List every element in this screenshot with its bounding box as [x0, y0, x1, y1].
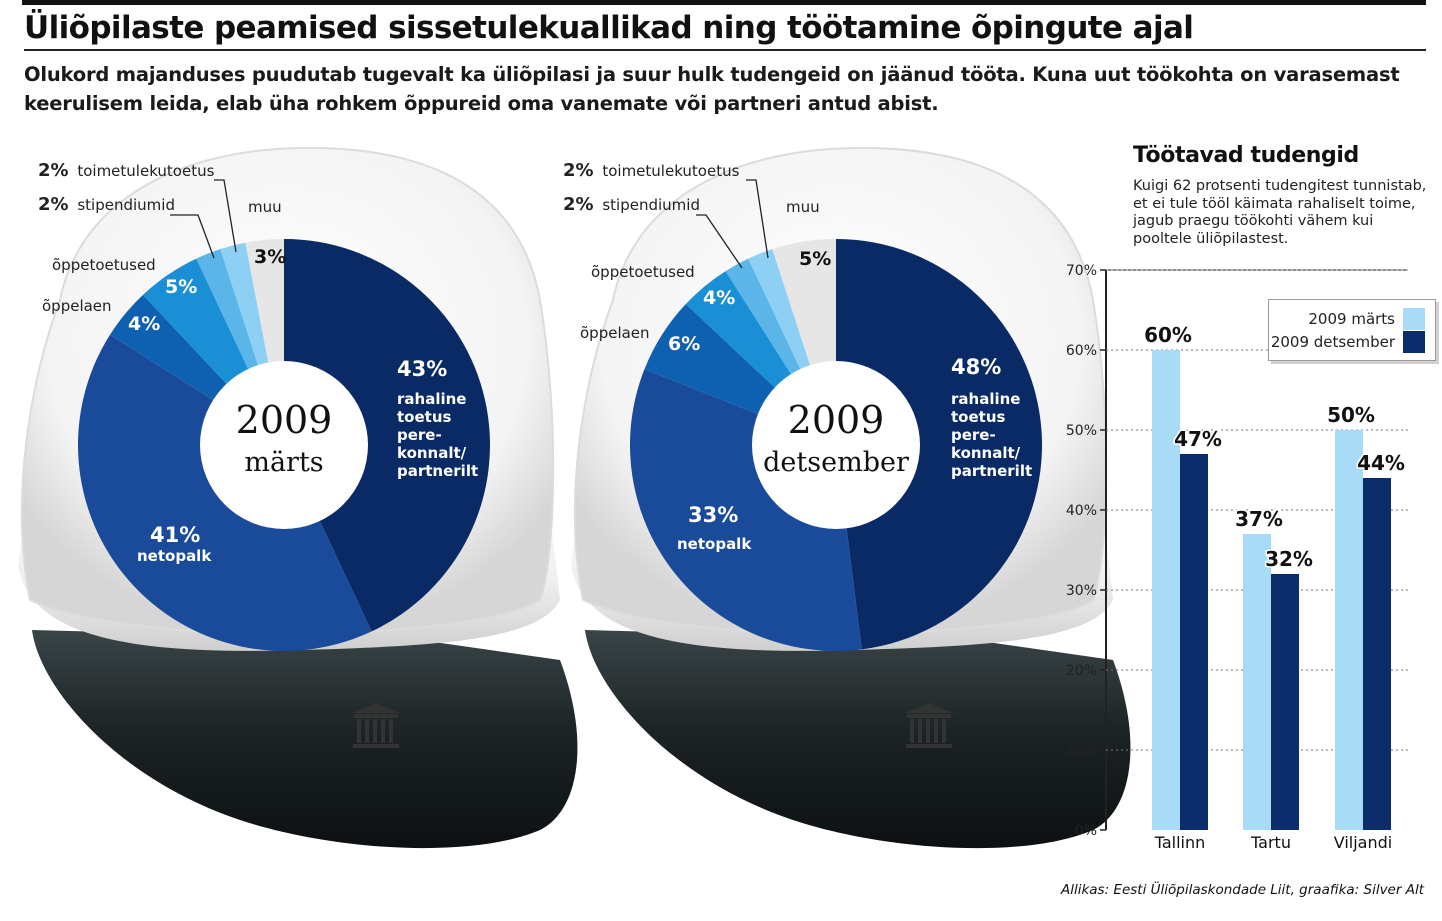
cap-1-emblem-icon — [352, 703, 400, 748]
donut-1-label-loan-value: 4% — [128, 313, 160, 335]
donut-2-slice-family — [836, 239, 1042, 650]
x-category-label: Tallinn — [1154, 833, 1206, 852]
y-tick-label: 30% — [1066, 583, 1097, 599]
donut-2-label-grants-value: 4% — [703, 287, 735, 309]
bar-value-viljandi-december: 44% — [1357, 451, 1405, 475]
y-tick-label: 0% — [1075, 823, 1097, 839]
donut-2-caption-stipends: 2% stipendiumid — [563, 194, 700, 215]
bar-value-tartu-december: 32% — [1265, 547, 1313, 571]
legend-item-december: 2009 detsember — [1271, 331, 1425, 353]
donut-1-caption-loan: õppelaen — [42, 297, 112, 315]
x-category-label: Viljandi — [1334, 833, 1392, 852]
bar-value-viljandi-march: 50% — [1327, 403, 1375, 427]
donut-1-label-salary-name: netopalk — [137, 547, 212, 565]
donut-2-caption-grants: õppetoetused — [591, 263, 695, 281]
donut-2-label-salary-name: netopalk — [677, 535, 752, 553]
bar-value-tallinn-march: 60% — [1144, 323, 1192, 347]
donut-1-leader-stipends — [170, 214, 215, 259]
donut-1-caption-welfare: 2% toimetulekutoetus — [38, 160, 215, 181]
bar-chart: 0% 10% 20% 30% 40% 50% 60% 70% 60% 47% Tallinn 37% 3… — [1066, 263, 1408, 852]
bar-value-tallinn-december: 47% — [1174, 427, 1222, 451]
y-tick-label: 60% — [1066, 343, 1097, 359]
donut-2-label-salary-value: 33% — [688, 503, 738, 527]
donut-1-label-other-value: 3% — [254, 246, 286, 268]
donut-2-year: 2009 — [788, 398, 885, 442]
page-title: Üliõpilaste peamised sissetulekuallikad … — [24, 8, 1426, 51]
intro-text: Olukord majanduses puudutab tugevalt ka … — [24, 63, 1400, 115]
top-rule — [22, 0, 1426, 5]
donut-2-label-other-value: 5% — [799, 248, 831, 270]
donut-1-label-family-value: 43% — [397, 357, 447, 381]
donut-1-year: 2009 — [236, 398, 333, 442]
bar-chart-title: Töötavad tudengid — [1133, 143, 1359, 168]
legend-swatch-december — [1403, 331, 1425, 353]
bar-chart-description: Kuigi 62 protsenti tudengitest tunnistab… — [1133, 178, 1427, 247]
y-tick-label: 40% — [1066, 503, 1097, 519]
bar-value-tartu-march: 37% — [1235, 507, 1283, 531]
bar-tartu-march — [1243, 534, 1271, 830]
x-category-label: Tartu — [1250, 833, 1291, 852]
donut-1-caption-other: muu — [248, 198, 282, 216]
y-tick-label: 70% — [1066, 263, 1097, 279]
donut-2-caption-loan: õppelaen — [580, 324, 650, 342]
donut-1-label-family-name: rahaline toetus pere- konnalt/ partneril… — [397, 390, 478, 480]
donut-2-caption-welfare: 2% toimetulekutoetus — [563, 160, 740, 181]
donut-1-hole — [200, 361, 368, 529]
donut-2-labels: 48% rahaline toetus pere- konnalt/ partn… — [563, 160, 1032, 553]
legend-label-march: 2009 märts — [1308, 310, 1395, 328]
bar-tartu-december — [1271, 574, 1299, 830]
donut-2-label-family-name: rahaline toetus pere- konnalt/ partneril… — [951, 390, 1032, 480]
donut-2-month: detsember — [763, 447, 909, 478]
donut-2-caption-other: muu — [786, 198, 820, 216]
donut-2-label-loan-value: 6% — [668, 333, 700, 355]
donut-2-hole — [752, 361, 920, 529]
cap-2-emblem-icon — [905, 703, 953, 748]
donut-1-slice-family — [284, 239, 490, 632]
legend-swatch-march — [1403, 308, 1425, 330]
bar-legend: 2009 märts 2009 detsember — [1268, 299, 1436, 361]
bar-tallinn-december — [1180, 454, 1208, 830]
donut-1-month: märts — [244, 447, 323, 478]
donut-2-leader-welfare — [746, 179, 769, 259]
legend-label-december: 2009 detsember — [1270, 333, 1395, 351]
cap-1-visor — [32, 630, 578, 849]
donut-1-label-grants-value: 5% — [165, 276, 197, 298]
donut-2-label-family-value: 48% — [951, 355, 1001, 379]
legend-item-march: 2009 märts — [1308, 308, 1425, 330]
donut-1-labels: 43% rahaline toetus pere- konnalt/ partn… — [38, 160, 478, 565]
y-tick-label: 20% — [1066, 663, 1097, 679]
source-credit: Allikas: Eesti Üliõpilaskondade Liit, gr… — [1060, 882, 1424, 898]
donut-2-leader-stipends — [696, 214, 743, 269]
donut-1-label-salary-value: 41% — [150, 523, 200, 547]
y-tick-label: 10% — [1066, 743, 1097, 759]
bar-viljandi-december — [1363, 478, 1391, 830]
y-tick-label: 50% — [1066, 423, 1097, 439]
donut-1-caption-grants: õppetoetused — [52, 256, 156, 274]
donut-1-leader-welfare — [214, 179, 237, 253]
bar-viljandi-march — [1335, 430, 1363, 830]
donut-1-caption-stipends: 2% stipendiumid — [38, 194, 175, 215]
cap-2-visor — [585, 630, 1131, 849]
bar-tallinn-march — [1152, 350, 1180, 830]
